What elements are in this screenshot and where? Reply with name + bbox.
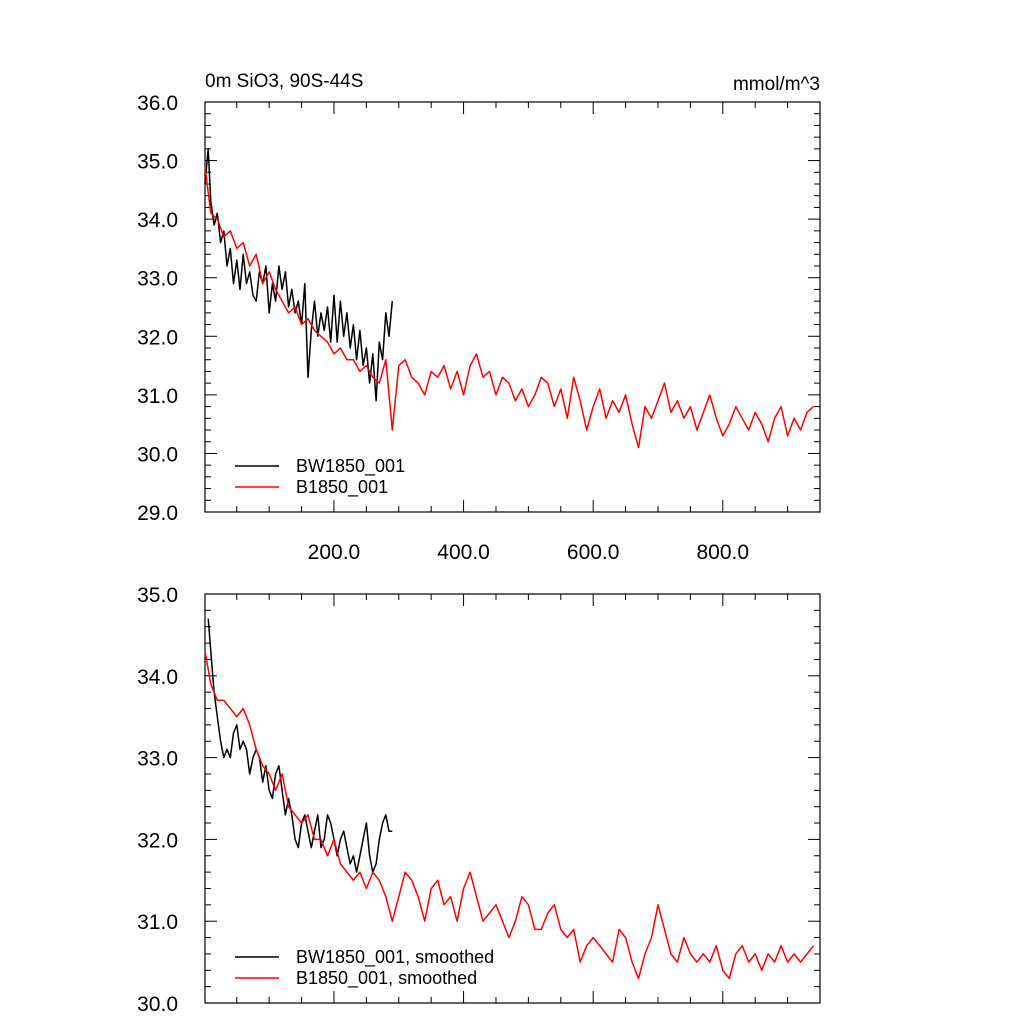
y-tick-label: 30.0	[137, 993, 178, 1016]
legend-label: BW1850_001, smoothed	[296, 947, 494, 968]
series-line-b1850	[204, 166, 814, 449]
y-tick-label: 34.0	[137, 209, 178, 232]
legend-label: B1850_001	[296, 477, 388, 498]
legend-label: BW1850_001	[296, 456, 405, 477]
series-line-bw1850	[207, 618, 393, 873]
x-tick-label: 600.0	[567, 541, 620, 564]
chart-title: 0m SiO3, 90S-44S	[205, 71, 363, 92]
x-tick-label: 400.0	[437, 541, 490, 564]
plot-frame	[204, 101, 821, 513]
chart-panel-1: 29.0 30.0 31.0 32.0 33.0 34.0 35.0 36.0 200.0 400…	[137, 71, 821, 564]
y-tick-label: 36.0	[137, 92, 178, 115]
y-tick-label: 33.0	[137, 748, 178, 771]
y-tick-label: 34.0	[137, 666, 178, 689]
y-tick-label: 35.0	[137, 151, 178, 174]
chart-panel-2: 30.0 31.0 32.0 33.0 34.0 35.0 BW1850_001, smoo…	[137, 584, 821, 1016]
y-tick-label: 32.0	[137, 829, 178, 852]
y-tick-label: 33.0	[137, 268, 178, 291]
y-tick-label: 35.0	[137, 584, 178, 607]
y-tick-label: 31.0	[137, 385, 178, 408]
x-tick-label: 200.0	[308, 541, 361, 564]
x-tick-label: 800.0	[697, 541, 750, 564]
series-line-b1850	[204, 651, 815, 980]
y-tick-label: 29.0	[137, 502, 178, 525]
plot-frame	[204, 593, 821, 1004]
y-tick-label: 30.0	[137, 443, 178, 466]
chart-units: mmol/m^3	[733, 74, 820, 95]
legend-label: B1850_001, smoothed	[296, 968, 477, 989]
y-tick-label: 32.0	[137, 326, 178, 349]
series-line-bw1850	[204, 148, 394, 402]
y-tick-label: 31.0	[137, 911, 178, 934]
